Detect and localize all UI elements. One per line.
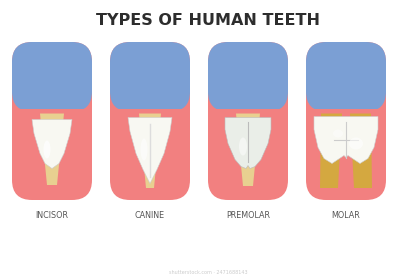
Polygon shape [306,109,386,127]
Polygon shape [40,113,64,185]
Polygon shape [32,120,72,169]
Polygon shape [208,109,288,127]
FancyBboxPatch shape [306,42,386,111]
Text: INCISOR: INCISOR [35,211,69,221]
Ellipse shape [154,113,182,150]
Polygon shape [12,109,92,127]
Polygon shape [225,118,271,169]
Polygon shape [110,109,190,127]
FancyBboxPatch shape [208,42,288,200]
FancyBboxPatch shape [110,42,190,111]
Ellipse shape [350,113,378,150]
Text: CANINE: CANINE [135,211,165,221]
Polygon shape [139,113,161,188]
FancyBboxPatch shape [12,42,92,200]
Ellipse shape [20,113,48,150]
FancyBboxPatch shape [306,42,386,200]
Polygon shape [342,113,350,195]
Ellipse shape [44,141,50,158]
FancyBboxPatch shape [208,42,288,111]
Ellipse shape [118,113,146,150]
Ellipse shape [333,130,343,137]
Ellipse shape [216,113,244,150]
Polygon shape [320,113,342,188]
FancyBboxPatch shape [12,42,92,111]
Ellipse shape [252,113,280,150]
Ellipse shape [239,137,247,155]
Polygon shape [314,116,378,164]
Ellipse shape [349,137,363,150]
Polygon shape [350,113,372,188]
Polygon shape [128,118,172,183]
Ellipse shape [56,113,84,150]
Polygon shape [236,113,260,186]
Ellipse shape [314,113,342,150]
Text: shutterstock.com · 2471688143: shutterstock.com · 2471688143 [168,269,248,274]
Ellipse shape [141,139,148,160]
FancyBboxPatch shape [110,42,190,200]
Text: MOLAR: MOLAR [332,211,360,221]
Text: PREMOLAR: PREMOLAR [226,211,270,221]
Text: TYPES OF HUMAN TEETH: TYPES OF HUMAN TEETH [96,13,320,27]
